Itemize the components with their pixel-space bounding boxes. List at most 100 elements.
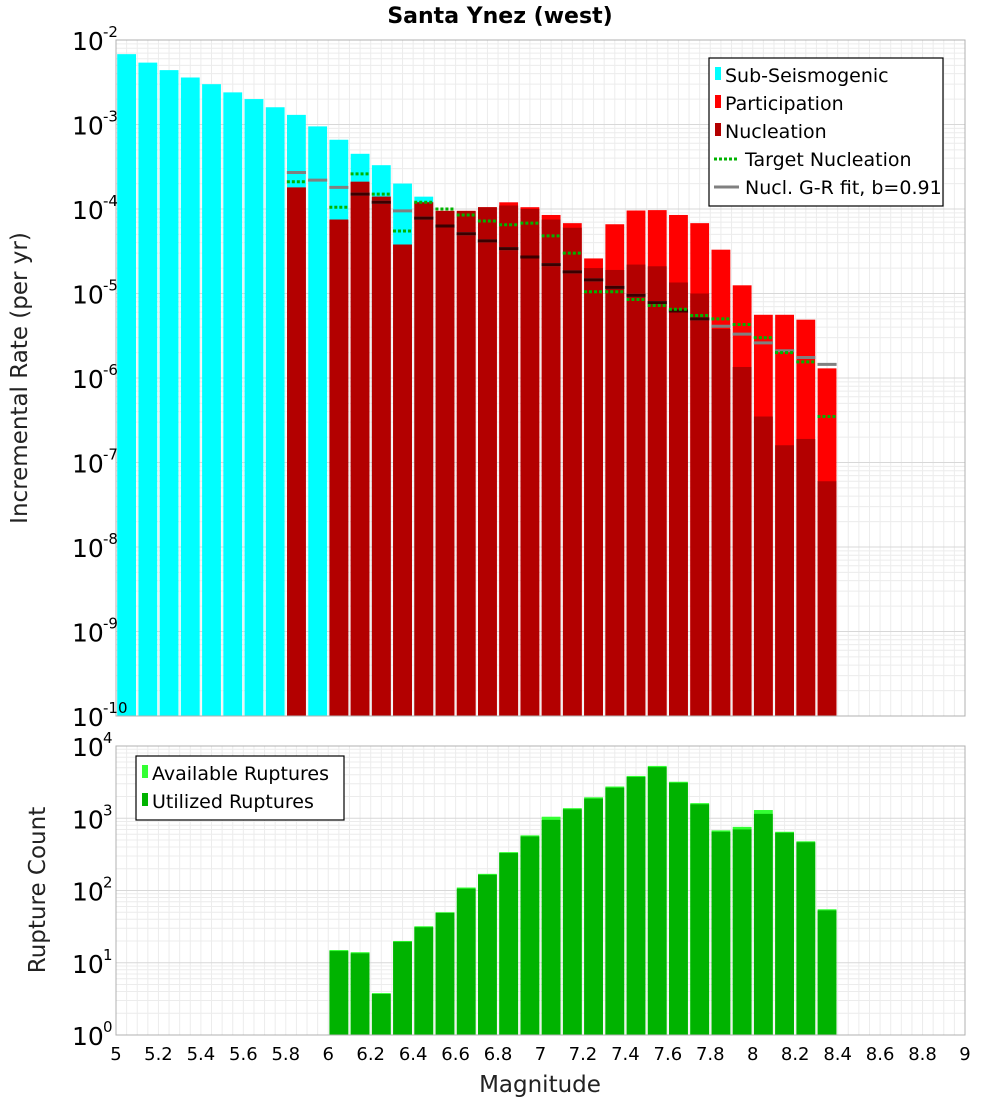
nucleation-bar [499, 205, 519, 716]
nucleation-bar [584, 268, 603, 716]
legend-label: Utilized Ruptures [152, 791, 314, 813]
top-y-tick-exponent: -2 [103, 23, 118, 41]
x-tick-label: 5 [110, 1044, 121, 1065]
legend-label: Participation [725, 93, 844, 115]
top-y-tick-exponent: -5 [103, 277, 118, 295]
nucleation-bar [520, 209, 540, 716]
nucleation-bar [562, 227, 582, 716]
sub-seismogenic-bar [202, 84, 221, 717]
x-tick-label: 7 [535, 1044, 546, 1065]
top-y-tick-exponent: -9 [103, 615, 118, 633]
sub-seismogenic-bar [159, 70, 179, 717]
x-tick-label: 5.2 [144, 1044, 173, 1065]
utilized-ruptures-bar [371, 993, 391, 1035]
x-tick-label: 8.4 [823, 1044, 852, 1065]
x-tick-label: 6.6 [441, 1044, 470, 1065]
utilized-ruptures-bar [562, 809, 582, 1035]
utilized-ruptures-bar [499, 853, 519, 1035]
top-y-tick-label: 10 [72, 112, 104, 141]
sub-seismogenic-bar [138, 62, 158, 716]
bottom-y-tick-exponent: 3 [103, 801, 113, 819]
sub-seismogenic-bar [223, 92, 243, 717]
utilized-ruptures-bar [753, 813, 773, 1035]
sub-seismogenic-bar [308, 126, 328, 717]
x-tick-label: 6.4 [399, 1044, 428, 1065]
top-y-tick-exponent: -7 [103, 446, 118, 464]
sub-seismogenic-bar [244, 99, 264, 716]
bottom-y-axis-label: Rupture Count [25, 807, 51, 973]
top-y-tick-exponent: -8 [103, 530, 118, 548]
legend-label: Sub-Seismogenic [725, 65, 889, 87]
x-tick-label: 9 [959, 1044, 970, 1065]
x-tick-label: 5.8 [271, 1044, 300, 1065]
x-tick-label: 8.2 [781, 1044, 810, 1065]
nucleation-bar [669, 282, 688, 716]
utilized-ruptures-bar [435, 912, 455, 1035]
x-axis-label: Magnitude [479, 1072, 601, 1098]
x-tick-label: 6.2 [356, 1044, 385, 1065]
utilized-ruptures-bar [647, 767, 667, 1035]
bottom-y-tick-exponent: 0 [103, 1018, 113, 1036]
bottom-y-tick-exponent: 1 [103, 946, 113, 964]
bottom-y-tick-label: 10 [72, 733, 104, 762]
nucleation-bar [435, 210, 455, 716]
x-tick-label: 7.8 [696, 1044, 725, 1065]
x-tick-label: 7.2 [569, 1044, 598, 1065]
nucleation-bar [371, 196, 391, 717]
nucleation-bar [626, 264, 646, 716]
x-tick-label: 6.8 [484, 1044, 513, 1065]
nucleation-bar [478, 207, 497, 716]
utilized-ruptures-bar [732, 829, 752, 1035]
legend-swatch [715, 67, 721, 80]
top-y-tick-label: 10 [72, 281, 104, 310]
bottom-y-tick-label: 10 [72, 878, 104, 907]
legend-label: Target Nucleation [744, 149, 912, 171]
chart-title: Santa Ynez (west) [387, 4, 612, 29]
bottom-y-tick-exponent: 4 [103, 729, 113, 747]
bottom-y-tick-label: 10 [72, 805, 104, 834]
utilized-ruptures-bar [541, 819, 561, 1035]
nucleation-bar [690, 293, 710, 716]
x-tick-label: 6 [323, 1044, 334, 1065]
x-tick-label: 7.6 [654, 1044, 683, 1065]
nucleation-bar [414, 202, 434, 716]
x-tick-label: 8.6 [866, 1044, 895, 1065]
nucleation-bar [817, 481, 837, 716]
utilized-ruptures-bar [796, 842, 816, 1035]
nucleation-bar [605, 269, 625, 716]
utilized-ruptures-bar [329, 951, 349, 1035]
nucleation-bar [393, 244, 412, 716]
x-tick-labels: 5 5.2 5.4 5.6 5.8 6 6.2 6.4 6.6 6.8 7 7.2 7.4 7.6 7.8 8… [110, 1044, 970, 1065]
top-y-tick-exponent: -6 [103, 361, 118, 379]
utilized-ruptures-bar [393, 941, 412, 1035]
top-y-tick-label: 10 [72, 450, 104, 479]
legend-swatch [142, 765, 148, 778]
legend-swatch [715, 95, 721, 108]
utilized-ruptures-bar [456, 888, 476, 1035]
top-y-tick-label: 10 [72, 365, 104, 394]
top-y-tick-label: 10 [72, 619, 104, 648]
nucleation-bar [753, 416, 773, 716]
sub-seismogenic-bar [117, 54, 137, 716]
legend-box [708, 57, 944, 207]
top-y-tick-label: 10 [72, 27, 104, 56]
x-tick-label: 5.4 [187, 1044, 216, 1065]
legend-box [135, 755, 345, 821]
nucleation-bar [287, 187, 306, 717]
x-tick-label: 8 [747, 1044, 758, 1065]
top-y-tick-exponent: -10 [103, 699, 128, 717]
top-y-tick-label: 10 [72, 703, 104, 732]
utilized-ruptures-bar [711, 831, 731, 1035]
nucleation-bar [541, 219, 561, 717]
bottom-y-tick-label: 10 [72, 1022, 104, 1051]
legend-label: Available Ruptures [152, 763, 329, 785]
utilized-ruptures-bar [350, 953, 370, 1035]
bottom-y-tick-exponent: 2 [103, 874, 113, 892]
top-y-tick-label: 10 [72, 534, 104, 563]
nucleation-bar [456, 210, 476, 716]
nucleation-bar [796, 438, 816, 716]
nucleation-bar [647, 266, 667, 716]
sub-seismogenic-bar [265, 107, 285, 717]
top-y-tick-exponent: -4 [103, 192, 118, 210]
